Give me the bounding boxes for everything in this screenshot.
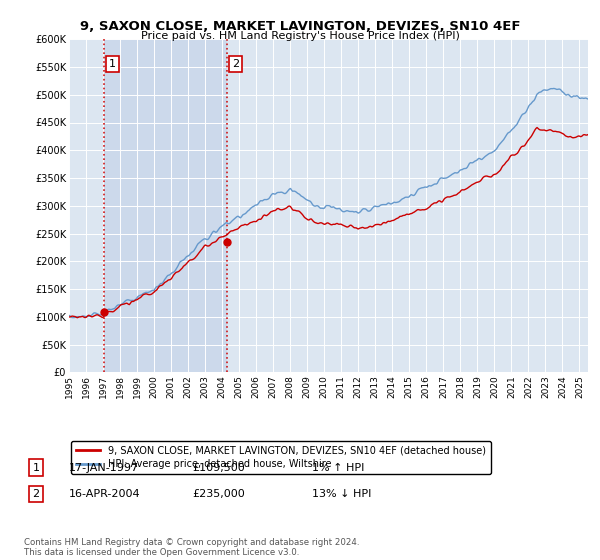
Text: 16-APR-2004: 16-APR-2004	[69, 489, 140, 499]
Text: 1: 1	[109, 59, 116, 69]
Text: 2: 2	[232, 59, 239, 69]
Text: 13% ↓ HPI: 13% ↓ HPI	[312, 489, 371, 499]
Text: 1% ↑ HPI: 1% ↑ HPI	[312, 463, 364, 473]
Text: Contains HM Land Registry data © Crown copyright and database right 2024.
This d: Contains HM Land Registry data © Crown c…	[24, 538, 359, 557]
Text: 9, SAXON CLOSE, MARKET LAVINGTON, DEVIZES, SN10 4EF: 9, SAXON CLOSE, MARKET LAVINGTON, DEVIZE…	[80, 20, 520, 32]
Text: 17-JAN-1997: 17-JAN-1997	[69, 463, 139, 473]
Legend: 9, SAXON CLOSE, MARKET LAVINGTON, DEVIZES, SN10 4EF (detached house), HPI: Avera: 9, SAXON CLOSE, MARKET LAVINGTON, DEVIZE…	[71, 441, 491, 474]
Text: £235,000: £235,000	[192, 489, 245, 499]
Text: Price paid vs. HM Land Registry's House Price Index (HPI): Price paid vs. HM Land Registry's House …	[140, 31, 460, 41]
Text: 1: 1	[32, 463, 40, 473]
Text: 2: 2	[32, 489, 40, 499]
Bar	[104, 39, 227, 372]
Text: £109,500: £109,500	[192, 463, 245, 473]
